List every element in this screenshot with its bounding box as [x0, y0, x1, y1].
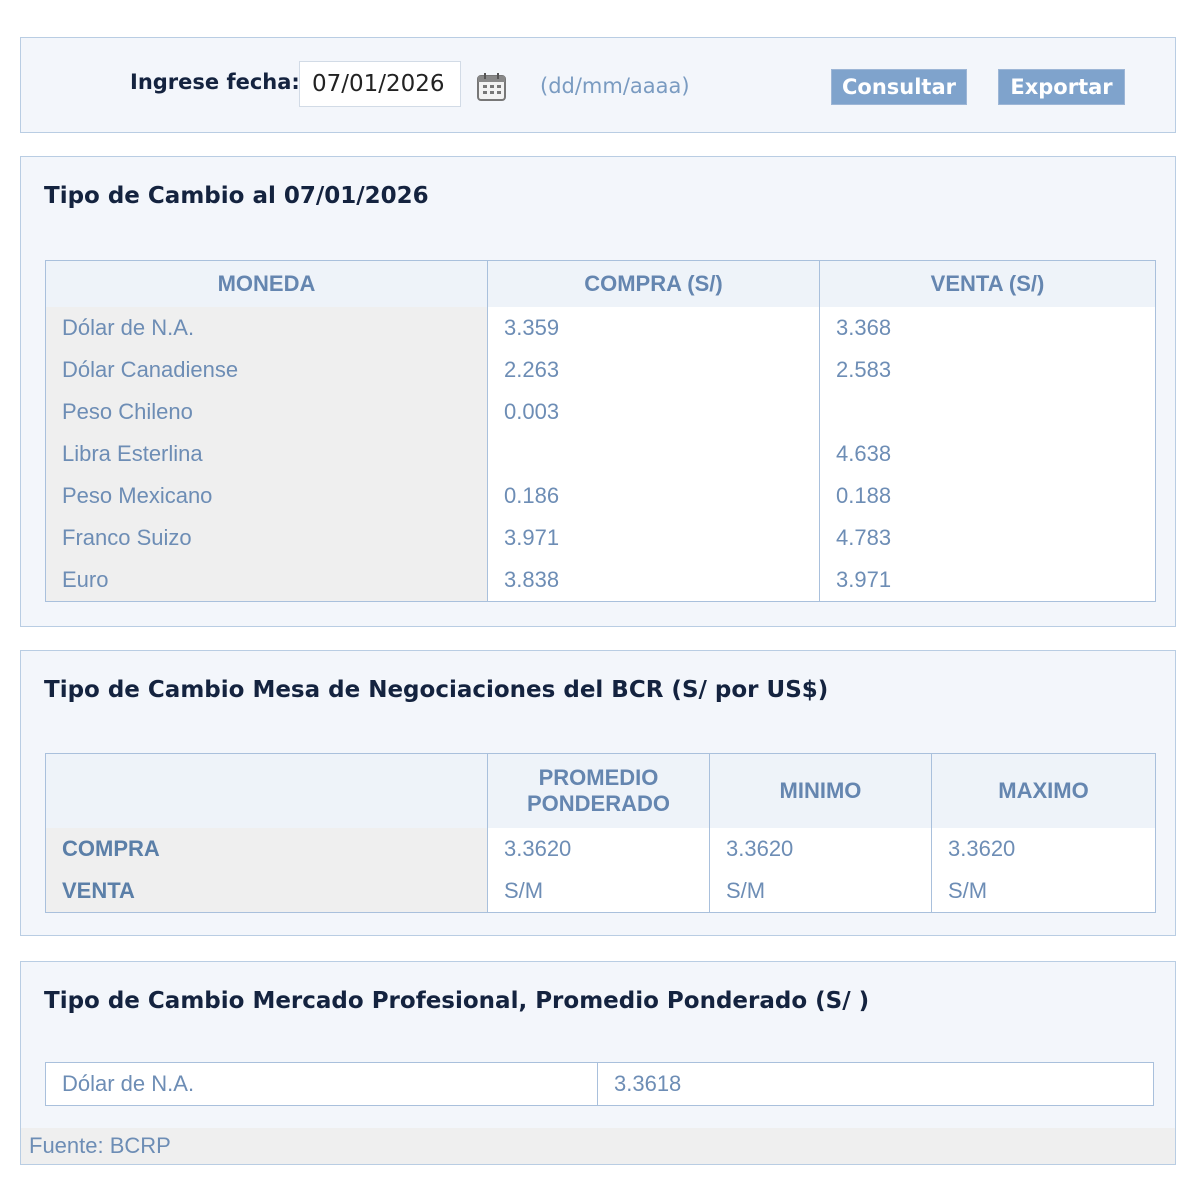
section: Tipo de Cambio Mesa de Negociaciones del… — [20, 650, 1176, 936]
cell — [487, 432, 820, 475]
row-label: Peso Mexicano — [45, 474, 488, 517]
cell: 3.971 — [819, 558, 1156, 601]
table-row: Dólar de N.A. 3.359 3.368 — [45, 306, 1156, 349]
column-header: COMPRA (S/) — [487, 260, 820, 307]
column-header — [45, 753, 488, 828]
section-title: Tipo de Cambio al 07/01/2026 — [44, 183, 429, 209]
cell: 2.263 — [487, 348, 820, 391]
section-title: Tipo de Cambio Mercado Profesional, Prom… — [44, 988, 870, 1014]
cell: 4.638 — [819, 432, 1156, 475]
row-label: Dólar de N.A. — [45, 1062, 598, 1106]
date-format: (dd/mm/aaaa) — [540, 74, 690, 98]
data-table: MONEDA COMPRA (S/) VENTA (S/) Dólar de N.A.… — [45, 260, 1156, 602]
table-row: Franco Suizo 3.971 4.783 — [45, 516, 1156, 559]
cell: 3.838 — [487, 558, 820, 601]
cell: 3.3620 — [487, 827, 710, 870]
column-header: MONEDA — [45, 260, 488, 307]
row-label: Franco Suizo — [45, 516, 488, 559]
cell: 0.186 — [487, 474, 820, 517]
consult-button[interactable]: Consultar — [831, 69, 967, 105]
cell: 3.359 — [487, 306, 820, 349]
table-row: Peso Chileno 0.003 — [45, 390, 1156, 433]
table-row: Dólar de N.A. 3.3618 — [45, 1062, 1154, 1106]
column-header: MAXIMO — [931, 753, 1156, 828]
date-input[interactable]: 07/01/2026 — [299, 61, 461, 107]
column-header: VENTA (S/) — [819, 260, 1156, 307]
section: Tipo de Cambio al 07/01/2026 MONEDA COMPR… — [20, 156, 1176, 627]
export-button[interactable]: Exportar — [998, 69, 1125, 105]
data-table: Dólar de N.A. 3.3618 — [45, 1062, 1154, 1106]
cell: 3.368 — [819, 306, 1156, 349]
cell: 3.3618 — [597, 1062, 1154, 1106]
cell: 2.583 — [819, 348, 1156, 391]
table-row: Peso Mexicano 0.186 0.188 — [45, 474, 1156, 517]
cell: 3.971 — [487, 516, 820, 559]
row-label: Euro — [45, 558, 488, 601]
date-form: Ingrese fecha: 07/01/2026 (dd/mm/aaaa) C… — [20, 37, 1176, 133]
cell: S/M — [931, 869, 1156, 912]
column-header: PROMEDIO PONDERADO — [487, 753, 710, 828]
row-label: Libra Esterlina — [45, 432, 488, 475]
data-table: PROMEDIO PONDERADO MINIMO MAXIMO COMPRA 3.36… — [45, 753, 1156, 913]
header-row: PROMEDIO PONDERADO MINIMO MAXIMO — [45, 753, 1156, 828]
row-label: Dólar Canadiense — [45, 348, 488, 391]
cell — [819, 390, 1156, 433]
table-row: Dólar Canadiense 2.263 2.583 — [45, 348, 1156, 391]
table-row: Euro 3.838 3.971 — [45, 558, 1156, 601]
column-header: MINIMO — [709, 753, 932, 828]
header-row: MONEDA COMPRA (S/) VENTA (S/) — [45, 260, 1156, 307]
row-label: VENTA — [45, 869, 488, 912]
cell: 3.3620 — [931, 827, 1156, 870]
cell: S/M — [709, 869, 932, 912]
cell: 4.783 — [819, 516, 1156, 559]
cell: 3.3620 — [709, 827, 932, 870]
footer-source: Fuente: BCRP — [21, 1128, 1175, 1164]
row-label: Dólar de N.A. — [45, 306, 488, 349]
section: Tipo de Cambio Mercado Profesional, Prom… — [20, 961, 1176, 1165]
calendar-icon[interactable] — [476, 71, 508, 103]
table-row: COMPRA 3.3620 3.3620 3.3620 — [45, 827, 1156, 870]
cell: S/M — [487, 869, 710, 912]
row-label: Peso Chileno — [45, 390, 488, 433]
table-row: Libra Esterlina 4.638 — [45, 432, 1156, 475]
row-label: COMPRA — [45, 827, 488, 870]
cell: 0.188 — [819, 474, 1156, 517]
table-row: VENTA S/M S/M S/M — [45, 869, 1156, 912]
cell: 0.003 — [487, 390, 820, 433]
section-title: Tipo de Cambio Mesa de Negociaciones del… — [44, 677, 829, 703]
date-label: Ingrese fecha: — [130, 70, 300, 94]
